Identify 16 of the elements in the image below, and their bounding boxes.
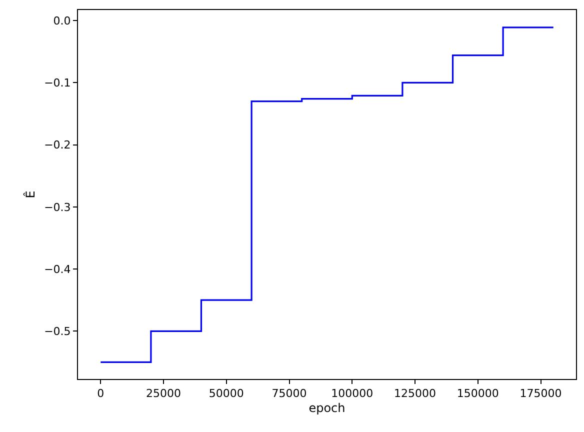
x-tick-label: 50000 (208, 387, 244, 400)
x-tick-label: 25000 (146, 387, 182, 400)
x-axis-title: epoch (308, 401, 346, 416)
y-tick-label: 0.0 (53, 14, 71, 28)
y-tick-label: −0.3 (44, 200, 71, 214)
y-tick-label: −0.5 (44, 325, 71, 338)
y-tick-label: −0.1 (44, 76, 71, 90)
x-tick-label: 125000 (394, 387, 436, 400)
y-tick-label: −0.4 (44, 262, 71, 276)
y-tick-label: −0.2 (44, 138, 71, 152)
x-tick-label: 150000 (456, 387, 499, 400)
y-axis-title: Ê (22, 190, 38, 198)
x-tick-label: 75000 (272, 387, 307, 400)
x-tick-label: 100000 (331, 387, 374, 400)
x-tick-label: 0 (97, 387, 104, 400)
x-tick-label: 175000 (520, 387, 562, 400)
